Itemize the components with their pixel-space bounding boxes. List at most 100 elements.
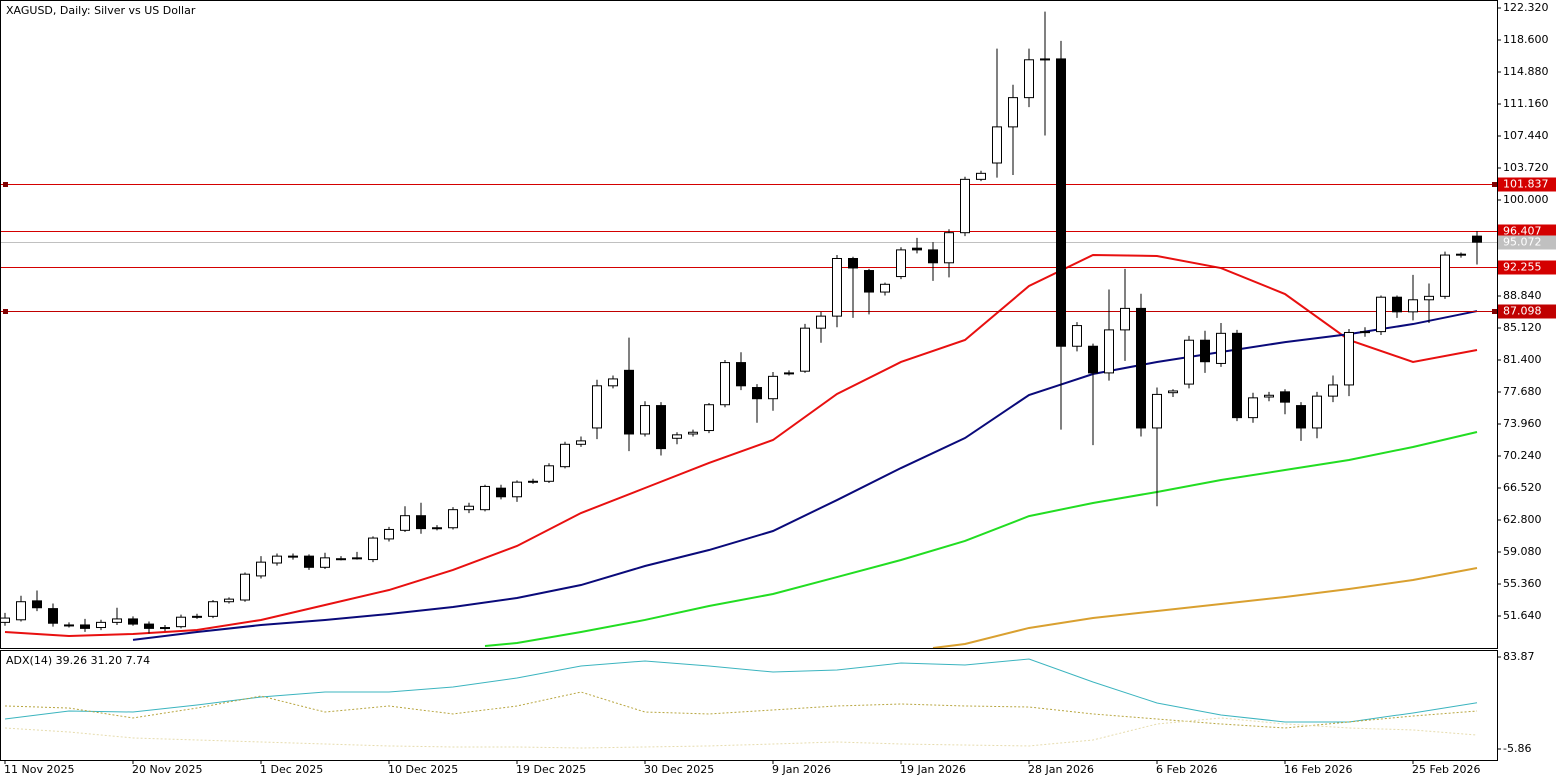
candle-body — [1072, 325, 1082, 347]
candle-body — [656, 405, 666, 450]
level-marker — [1492, 182, 1497, 187]
candle-body — [80, 624, 90, 629]
level-label-bg — [1498, 224, 1556, 239]
indicator-line — [4, 717, 1478, 749]
y-tick-label: 107.440 — [1503, 129, 1549, 142]
y-tick-label: 103.720 — [1503, 161, 1549, 174]
y-tick-label: 100.000 — [1503, 193, 1549, 206]
candle-body — [256, 561, 266, 577]
candle-body — [1216, 332, 1226, 364]
adx-plot — [4, 658, 1478, 749]
candle-body — [176, 616, 186, 628]
candle-body — [1424, 295, 1434, 301]
main-plot — [1, 11, 1497, 648]
candle-body — [704, 404, 714, 432]
y-tick-label: 59.080 — [1503, 545, 1542, 558]
candle-body — [1088, 345, 1098, 374]
candle-body — [944, 232, 954, 264]
candle-body — [864, 270, 874, 293]
level-label-bg — [1498, 177, 1556, 192]
candle-body — [1104, 329, 1114, 374]
level-label-bg — [1498, 304, 1556, 319]
indicator-line — [4, 691, 1478, 729]
candle-body — [240, 573, 250, 601]
candle-body — [960, 178, 970, 234]
candle-body — [304, 555, 314, 568]
candle-body — [1168, 390, 1178, 394]
moving-average — [484, 431, 1478, 648]
chart-title: XAGUSD, Daily: Silver vs US Dollar — [6, 4, 196, 17]
x-tick-label: 16 Feb 2026 — [1284, 763, 1352, 776]
candle-body — [464, 505, 474, 511]
candle-body — [1296, 405, 1306, 429]
candle-body — [208, 601, 218, 617]
candle-body — [528, 480, 538, 483]
x-tick-label: 9 Jan 2026 — [772, 763, 831, 776]
candle-body — [1, 617, 10, 623]
candle-body — [832, 257, 842, 317]
candle-body — [96, 621, 106, 629]
level-marker — [1492, 309, 1497, 314]
candle-body — [128, 618, 138, 625]
y-tick-label: 77.680 — [1503, 385, 1542, 398]
moving-average — [4, 253, 1478, 638]
x-tick-label: 28 Jan 2026 — [1028, 763, 1094, 776]
candle-body — [480, 485, 490, 511]
moving-average — [932, 567, 1478, 648]
level-label: 95.072 — [1503, 236, 1542, 249]
level-label: 87.098 — [1503, 305, 1542, 318]
x-tick-label: 10 Dec 2025 — [388, 763, 458, 776]
candle-body — [336, 558, 346, 561]
moving-average — [132, 310, 1478, 641]
x-tick-label: 6 Feb 2026 — [1156, 763, 1217, 776]
candle-body — [896, 249, 906, 278]
candle-body — [1376, 296, 1386, 333]
candle-body — [912, 247, 922, 251]
candle-body — [624, 369, 634, 435]
candle-body — [1328, 384, 1338, 397]
candle-body — [288, 555, 298, 558]
candle-body — [880, 283, 890, 293]
candle-body — [752, 387, 762, 400]
candle-body — [1184, 339, 1194, 385]
y-tick-label: -5.86 — [1503, 742, 1531, 755]
candle-body — [672, 434, 682, 439]
candle-body — [1264, 394, 1274, 398]
y-tick-label: 114.880 — [1503, 65, 1549, 78]
candle-body — [160, 627, 170, 630]
adx-panel-frame — [0, 650, 1498, 761]
x-tick-label: 11 Nov 2025 — [4, 763, 74, 776]
candle-body — [112, 618, 122, 623]
candle-body — [512, 481, 522, 498]
candle-body — [1280, 391, 1290, 403]
candle-body — [1024, 59, 1034, 99]
level-label: 96.407 — [1503, 225, 1542, 238]
y-tick-label: 51.640 — [1503, 609, 1542, 622]
candle-body — [192, 615, 202, 618]
candle-body — [448, 509, 458, 529]
x-tick-label: 20 Nov 2025 — [132, 763, 202, 776]
candle-body — [1344, 331, 1354, 386]
candle-body — [1392, 296, 1402, 313]
x-tick-label: 1 Dec 2025 — [260, 763, 323, 776]
candle-body — [48, 608, 58, 624]
y-tick-label: 111.160 — [1503, 97, 1549, 110]
y-tick-label: 85.120 — [1503, 321, 1542, 334]
candle-body — [144, 623, 154, 629]
y-tick-label: 83.87 — [1503, 650, 1535, 663]
candle-body — [1408, 299, 1418, 313]
x-tick-label: 30 Dec 2025 — [644, 763, 714, 776]
candle-body — [16, 601, 26, 621]
y-tick-label: 62.800 — [1503, 513, 1542, 526]
candle-body — [800, 327, 810, 372]
y-tick-label: 118.600 — [1503, 33, 1549, 46]
candle-body — [400, 515, 410, 531]
candle-body — [1248, 397, 1258, 419]
candle-body — [1056, 58, 1066, 347]
candle-body — [560, 443, 570, 468]
level-label: 92.255 — [1503, 261, 1542, 274]
level-marker — [3, 182, 8, 187]
candle-body — [992, 126, 1002, 164]
level-label: 101.837 — [1503, 178, 1549, 191]
